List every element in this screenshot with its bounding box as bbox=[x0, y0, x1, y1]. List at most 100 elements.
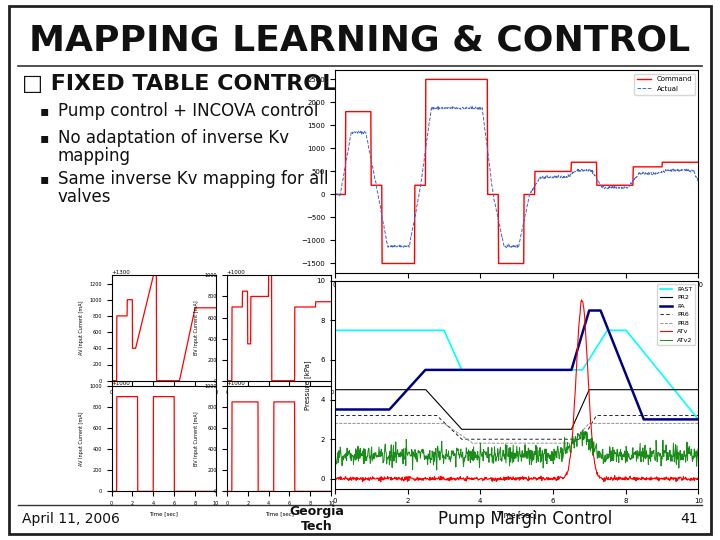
X-axis label: Time [sec]: Time [sec] bbox=[149, 401, 179, 406]
PR8 bbox=[694, 420, 703, 427]
Text: No adaptation of inverse Kv: No adaptation of inverse Kv bbox=[58, 129, 289, 147]
Text: ▪: ▪ bbox=[40, 172, 49, 186]
Line: PR8: PR8 bbox=[335, 423, 698, 443]
Command bbox=[491, 191, 500, 198]
ATv bbox=[562, 471, 571, 478]
PR8 bbox=[353, 420, 361, 427]
X-axis label: Time [sec]: Time [sec] bbox=[264, 512, 294, 517]
ATv2 bbox=[552, 448, 560, 454]
PR2 bbox=[457, 426, 466, 433]
PA bbox=[562, 367, 571, 373]
Actual bbox=[694, 178, 703, 185]
PR6 bbox=[457, 436, 466, 442]
PR6 bbox=[562, 436, 571, 442]
PR6 bbox=[552, 436, 560, 442]
PA bbox=[639, 416, 648, 423]
Text: ▪: ▪ bbox=[40, 104, 49, 118]
ATv bbox=[542, 475, 551, 482]
ATv bbox=[694, 476, 703, 482]
Text: +1000: +1000 bbox=[227, 381, 246, 386]
Actual bbox=[581, 166, 590, 173]
Text: +1000: +1000 bbox=[112, 381, 130, 386]
Actual bbox=[368, 160, 377, 167]
X-axis label: Time [sec]: Time [sec] bbox=[497, 510, 536, 519]
PR8 bbox=[562, 440, 571, 447]
X-axis label: Time [sec]: Time [sec] bbox=[149, 512, 179, 517]
ATv bbox=[330, 474, 339, 481]
PA bbox=[541, 367, 550, 373]
ATv2 bbox=[542, 446, 551, 453]
PR6 bbox=[330, 412, 339, 418]
Actual bbox=[615, 185, 624, 192]
ATv2 bbox=[644, 452, 653, 458]
ATv bbox=[377, 478, 385, 485]
Text: ▪: ▪ bbox=[40, 131, 49, 145]
PR6 bbox=[694, 412, 703, 418]
PA bbox=[607, 334, 616, 340]
PA bbox=[585, 307, 593, 314]
Legend: Command, Actual: Command, Actual bbox=[634, 73, 695, 94]
Y-axis label: AV Input Current [mA]: AV Input Current [mA] bbox=[78, 411, 84, 466]
PA bbox=[644, 416, 653, 423]
PA bbox=[353, 406, 361, 413]
PR6 bbox=[353, 412, 361, 418]
PA bbox=[694, 416, 703, 423]
ATv2 bbox=[694, 454, 703, 461]
PR8 bbox=[542, 440, 551, 447]
Actual bbox=[330, 191, 339, 197]
PA bbox=[552, 367, 560, 373]
Y-axis label: Pressure [kPa]: Pressure [kPa] bbox=[304, 360, 310, 409]
Command bbox=[330, 191, 339, 198]
Actual bbox=[502, 245, 510, 251]
Line: ATv: ATv bbox=[335, 300, 698, 482]
Line: ATv2: ATv2 bbox=[335, 430, 698, 470]
PAST bbox=[694, 416, 703, 423]
ATv bbox=[552, 477, 560, 483]
PR8 bbox=[330, 420, 339, 427]
Line: PA: PA bbox=[335, 310, 698, 420]
Command bbox=[368, 182, 377, 188]
Legend: PAST, PR2, PA, PR6, PR8, ATv, ATv2: PAST, PR2, PA, PR6, PR8, ATv, ATv2 bbox=[657, 284, 696, 345]
PAST bbox=[541, 367, 550, 373]
Text: Same inverse Kv mapping for all: Same inverse Kv mapping for all bbox=[58, 170, 328, 188]
PA bbox=[330, 406, 339, 413]
ATv2 bbox=[562, 450, 571, 456]
Actual bbox=[468, 104, 477, 110]
Command bbox=[478, 76, 487, 83]
ATv2 bbox=[433, 467, 441, 473]
Text: 41: 41 bbox=[681, 512, 698, 526]
PR2 bbox=[607, 387, 616, 393]
Text: April 11, 2006: April 11, 2006 bbox=[22, 512, 120, 526]
Command bbox=[615, 182, 624, 188]
PAST bbox=[353, 327, 361, 334]
Line: Command: Command bbox=[335, 79, 698, 264]
Actual bbox=[621, 184, 630, 191]
PR8 bbox=[644, 420, 652, 427]
Actual bbox=[478, 105, 487, 111]
X-axis label: Time [sec]: Time [sec] bbox=[264, 401, 294, 406]
Y-axis label: AV Input Current [mA]: AV Input Current [mA] bbox=[78, 301, 84, 355]
PR6 bbox=[607, 412, 616, 418]
Text: mapping: mapping bbox=[58, 146, 130, 165]
Command bbox=[378, 260, 387, 267]
PR2 bbox=[542, 426, 551, 433]
PR8 bbox=[469, 440, 477, 447]
X-axis label: Time [sec]: Time [sec] bbox=[497, 294, 536, 303]
Y-axis label: BV Input Current [mA]: BV Input Current [mA] bbox=[194, 301, 199, 355]
ATv2 bbox=[578, 427, 587, 433]
ATv2 bbox=[330, 442, 339, 449]
Command bbox=[694, 159, 703, 165]
ATv bbox=[577, 296, 586, 303]
Y-axis label: BV Input Current [mA]: BV Input Current [mA] bbox=[194, 411, 199, 466]
PAST bbox=[644, 354, 652, 360]
Line: PAST: PAST bbox=[335, 330, 698, 420]
PR6 bbox=[542, 436, 551, 442]
Text: Pump Margin Control: Pump Margin Control bbox=[438, 510, 613, 529]
PAST bbox=[606, 327, 615, 334]
Actual bbox=[491, 201, 500, 208]
PR2 bbox=[694, 387, 703, 393]
PR2 bbox=[330, 387, 339, 393]
Text: □ FIXED TABLE CONTROL: □ FIXED TABLE CONTROL bbox=[22, 73, 336, 94]
PAST bbox=[562, 367, 571, 373]
ATv bbox=[353, 474, 361, 481]
